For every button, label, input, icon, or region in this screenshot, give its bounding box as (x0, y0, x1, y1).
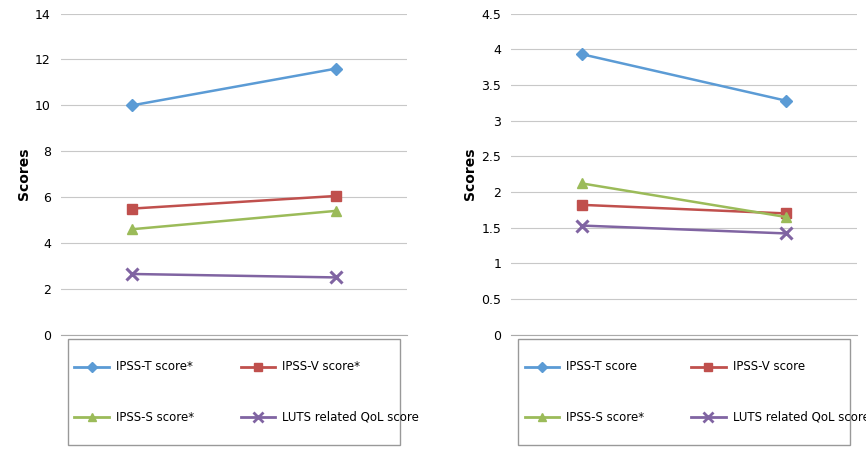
X-axis label: Age <50 years: Age <50 years (622, 361, 746, 376)
FancyBboxPatch shape (68, 339, 400, 445)
Text: LUTS related QoL score: LUTS related QoL score (282, 411, 419, 424)
Text: IPSS-T score: IPSS-T score (566, 360, 637, 373)
Y-axis label: Scores: Scores (463, 148, 477, 201)
Text: LUTS related QoL score: LUTS related QoL score (733, 411, 866, 424)
Text: IPSS-S score*: IPSS-S score* (566, 411, 644, 424)
Text: IPSS-V score: IPSS-V score (733, 360, 805, 373)
Text: IPSS-V score*: IPSS-V score* (282, 360, 360, 373)
FancyBboxPatch shape (518, 339, 850, 445)
Y-axis label: Scores: Scores (16, 148, 31, 201)
X-axis label: Age ≥50 years: Age ≥50 years (171, 361, 296, 376)
Text: IPSS-T score*: IPSS-T score* (116, 360, 193, 373)
Text: IPSS-S score*: IPSS-S score* (116, 411, 194, 424)
